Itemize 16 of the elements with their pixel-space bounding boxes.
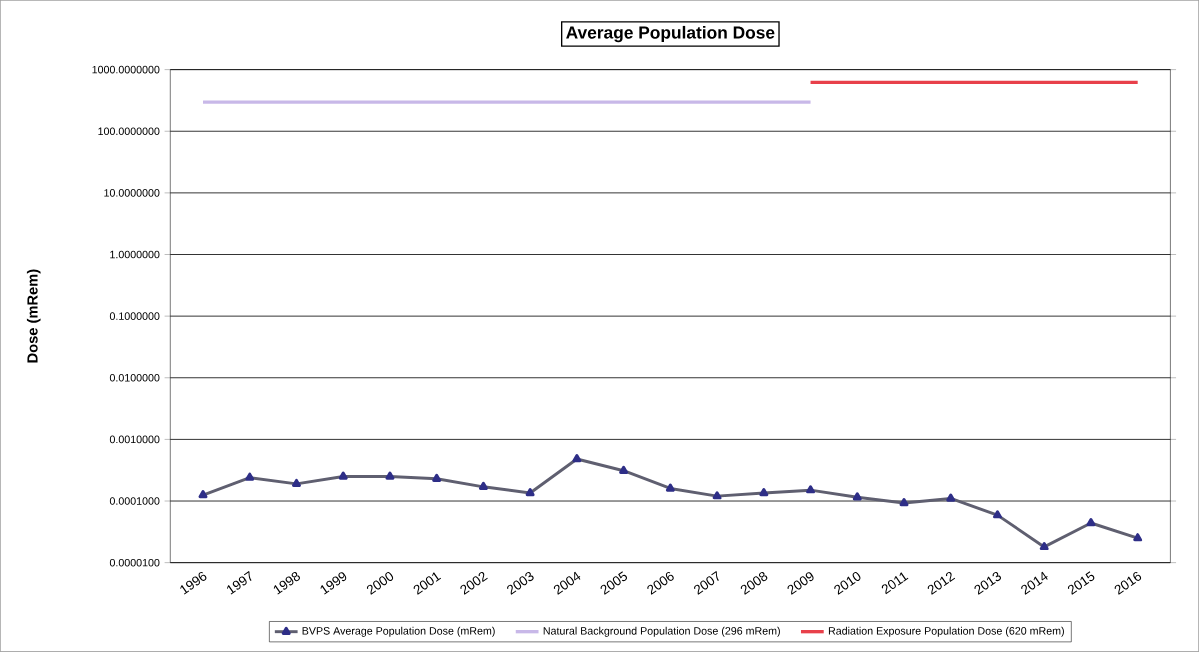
y-tick-label: 0.0100000 [109,374,160,382]
y-tick-label: 0.0000100 [109,558,160,567]
y-axis-title: Dose (mRem) [26,269,41,363]
y-tick-label: 0.0010000 [109,435,160,444]
chart-title: Average Population Dose [566,25,775,43]
y-tick-label: 10.0000000 [104,189,160,197]
x-tick-label: 2011 [881,572,909,595]
y-tick-label: 0.1000000 [109,312,160,320]
legend-label: Radiation Exposure Population Dose (620 mRem) [828,626,1064,637]
y-tick-label: 0.0001000 [109,497,160,505]
y-tick-label: 100.0000000 [98,127,160,136]
y-tick-label: 1.0000000 [110,250,160,259]
x-tick-label: 1998 [273,572,301,595]
legend-label: Natural Background Population Dose (296 mRem) [543,626,780,637]
legend-label: BVPS Average Population Dose (mRem) [302,626,495,637]
y-tick-label: 1000.0000000 [92,65,160,74]
